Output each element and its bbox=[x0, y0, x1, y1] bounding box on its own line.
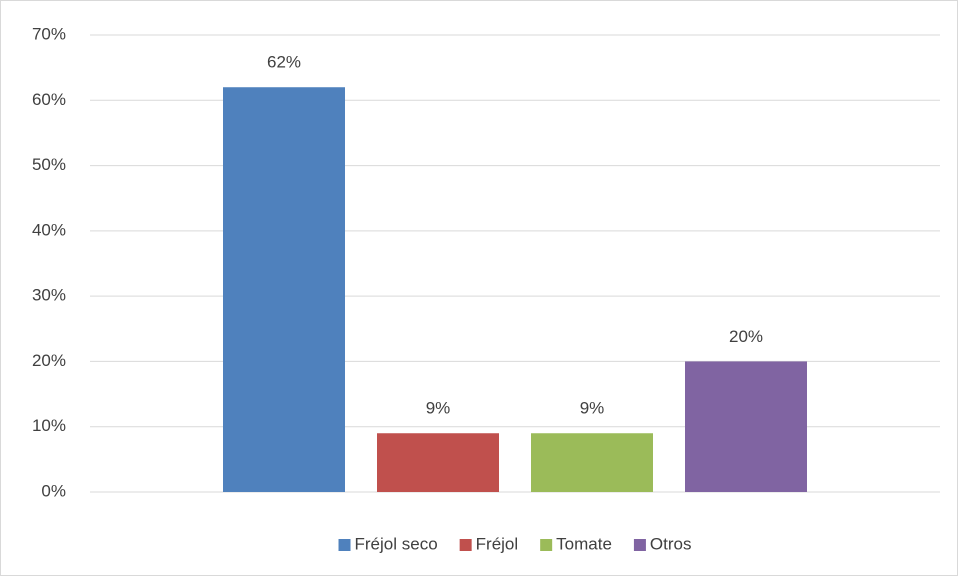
data-label: 9% bbox=[580, 399, 605, 418]
y-tick-label: 30% bbox=[32, 286, 66, 305]
y-tick-label: 60% bbox=[32, 90, 66, 109]
data-label: 62% bbox=[267, 53, 301, 72]
legend-swatch bbox=[540, 539, 553, 551]
legend-swatch bbox=[633, 539, 646, 551]
bar bbox=[531, 433, 653, 492]
bar bbox=[223, 87, 345, 492]
y-tick-label: 70% bbox=[32, 24, 66, 43]
data-label: 9% bbox=[426, 399, 451, 418]
y-tick-label: 40% bbox=[32, 220, 66, 239]
legend-swatch bbox=[459, 539, 472, 551]
legend-label: Fréjol seco bbox=[355, 534, 438, 553]
y-tick-label: 50% bbox=[32, 155, 66, 174]
y-tick-label: 0% bbox=[41, 481, 66, 500]
bar bbox=[685, 361, 807, 492]
data-label: 20% bbox=[729, 327, 763, 346]
legend-label: Otros bbox=[650, 534, 692, 553]
legend-label: Fréjol bbox=[476, 534, 519, 553]
bar bbox=[377, 433, 499, 492]
y-tick-label: 20% bbox=[32, 351, 66, 370]
legend-swatch bbox=[338, 539, 351, 551]
y-tick-label: 10% bbox=[32, 416, 66, 435]
legend-label: Tomate bbox=[556, 534, 612, 553]
